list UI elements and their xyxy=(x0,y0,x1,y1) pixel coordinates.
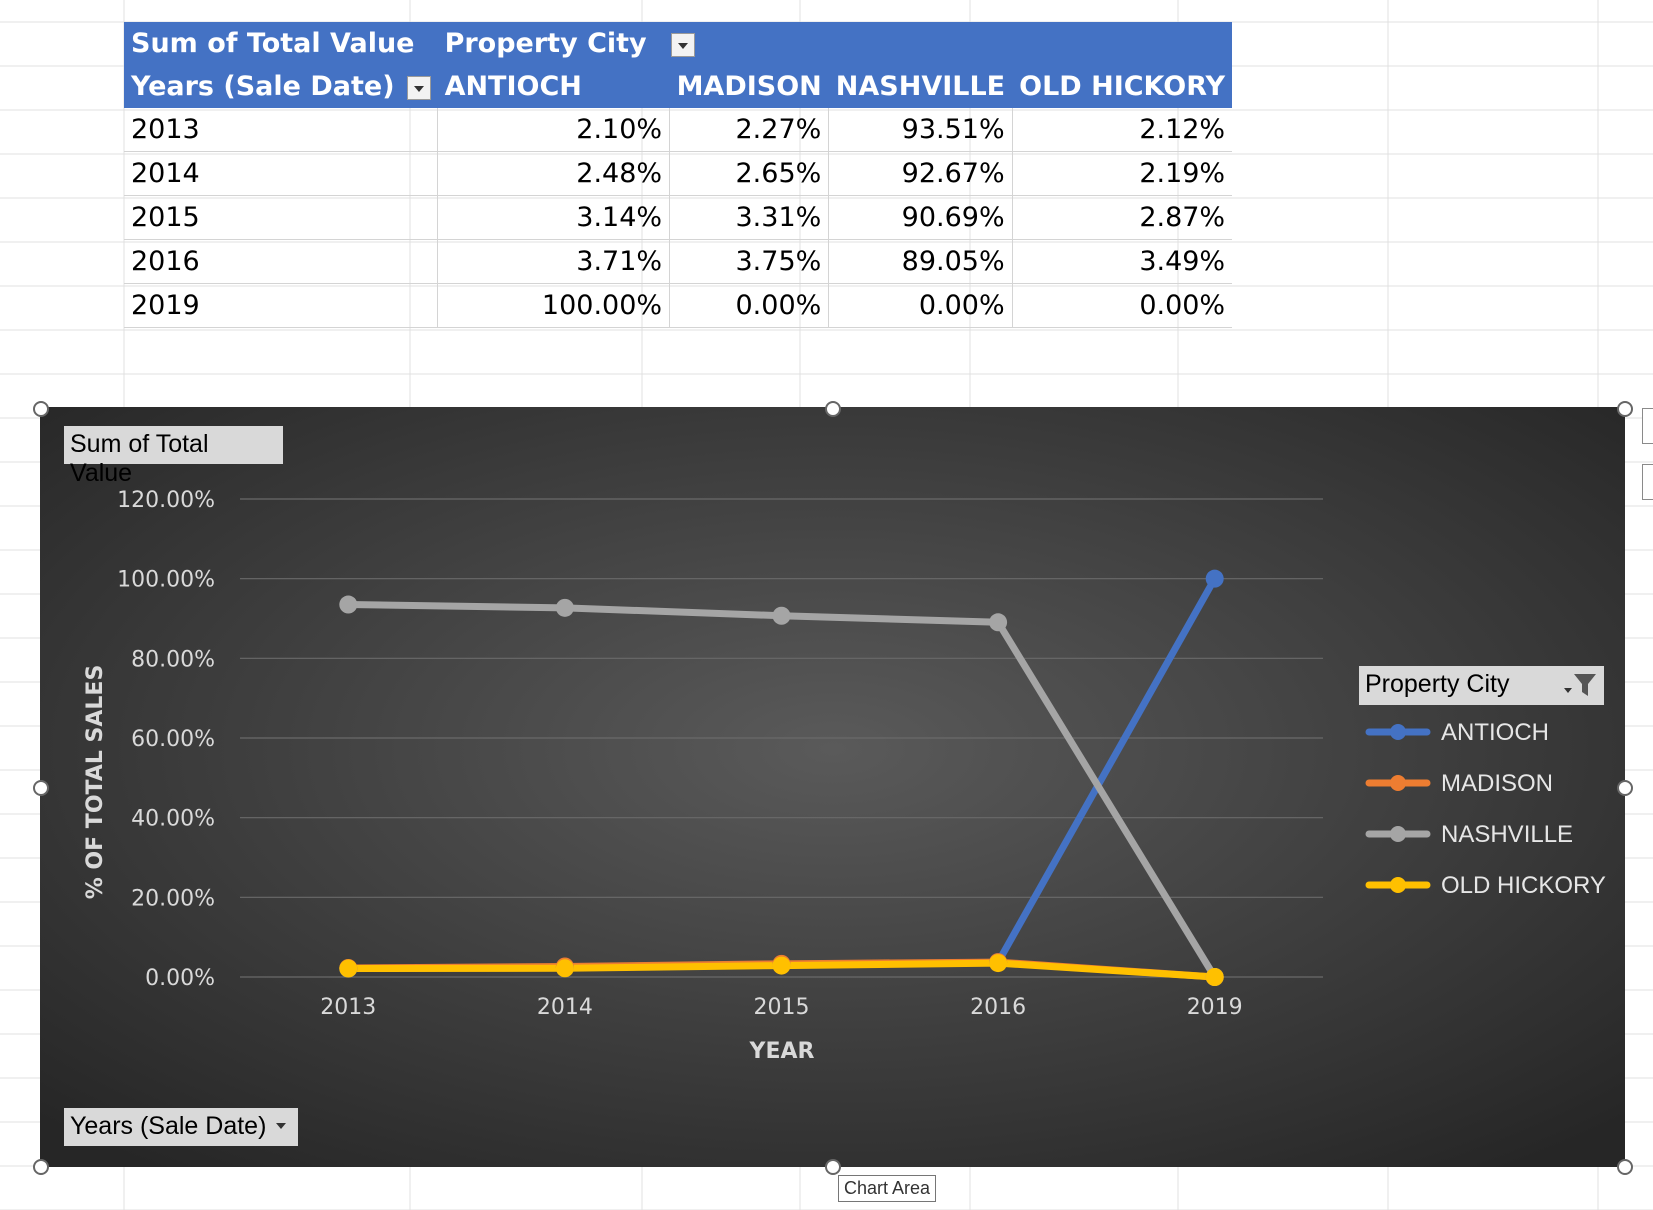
cell-value[interactable]: 0.00% xyxy=(828,283,1013,328)
cell-value[interactable]: 93.51% xyxy=(828,108,1013,152)
data-point-nashville xyxy=(339,595,358,614)
y-tick-label: 20.00% xyxy=(131,886,215,911)
resize-handle[interactable] xyxy=(33,780,49,796)
legend-marker-madison xyxy=(1390,775,1406,791)
table-row: 2016 3.71% 3.75% 89.05% 3.49% xyxy=(124,239,1233,284)
column-header-nashville: NASHVILLE xyxy=(828,65,1013,108)
cell-value[interactable]: 3.49% xyxy=(1011,239,1233,284)
legend-label-madison: MADISON xyxy=(1441,770,1553,797)
resize-handle[interactable] xyxy=(1617,1159,1633,1175)
row-year[interactable]: 2014 xyxy=(124,151,438,196)
cell-value[interactable]: 3.31% xyxy=(669,195,829,240)
cell-value[interactable]: 2.65% xyxy=(669,151,829,196)
column-header-antioch: ANTIOCH xyxy=(437,65,670,108)
axis-dropdown-icon[interactable] xyxy=(276,1123,286,1129)
cell-value[interactable]: 92.67% xyxy=(828,151,1013,196)
pivot-table: Sum of Total Value Property City Years (… xyxy=(124,22,1233,328)
cell-value[interactable]: 0.00% xyxy=(1011,283,1233,328)
legend-marker-antioch xyxy=(1390,724,1406,740)
row-year[interactable]: 2015 xyxy=(124,195,438,240)
column-field-header[interactable]: Property City xyxy=(437,22,1233,65)
legend-field-button[interactable]: Property City xyxy=(1359,666,1604,705)
cell-value[interactable]: 2.48% xyxy=(437,151,670,196)
cell-value[interactable]: 89.05% xyxy=(828,239,1013,284)
legend-marker-old-hickory xyxy=(1390,877,1406,893)
chart-area[interactable] xyxy=(40,407,1625,1167)
table-row: 2014 2.48% 2.65% 92.67% 2.19% xyxy=(124,151,1233,196)
cell-value[interactable]: 3.71% xyxy=(437,239,670,284)
row-field-label: Years (Sale Date) xyxy=(131,71,395,102)
y-tick-label: 80.00% xyxy=(131,647,215,672)
column-field-label: Property City xyxy=(444,28,647,59)
x-axis-label: YEAR xyxy=(749,1039,815,1064)
legend-marker-nashville xyxy=(1390,826,1406,842)
chart-area-tooltip: Chart Area xyxy=(838,1175,937,1202)
cell-value[interactable]: 90.69% xyxy=(828,195,1013,240)
cell-value[interactable]: 3.75% xyxy=(669,239,829,284)
axis-field-button[interactable]: Years (Sale Date) xyxy=(64,1108,298,1146)
data-point-old-hickory xyxy=(989,954,1008,973)
resize-handle[interactable] xyxy=(1617,780,1633,796)
data-point-nashville xyxy=(772,606,791,625)
legend-field-label: Property City xyxy=(1365,670,1510,698)
cell-value[interactable]: 0.00% xyxy=(669,283,829,328)
table-row: 2015 3.14% 3.31% 90.69% 2.87% xyxy=(124,195,1233,240)
legend-label-antioch: ANTIOCH xyxy=(1441,719,1549,746)
x-tick-label: 2016 xyxy=(970,995,1026,1020)
column-header-old-hickory: OLD HICKORY xyxy=(1012,65,1233,108)
cell-value[interactable]: 2.87% xyxy=(1011,195,1233,240)
y-tick-label: 120.00% xyxy=(117,488,215,513)
y-tick-label: 40.00% xyxy=(131,807,215,832)
data-point-antioch xyxy=(1205,569,1224,588)
data-point-old-hickory xyxy=(555,959,574,978)
x-tick-label: 2019 xyxy=(1187,995,1243,1020)
data-point-old-hickory xyxy=(1205,968,1224,986)
x-tick-label: 2014 xyxy=(537,995,593,1020)
row-dropdown-icon[interactable] xyxy=(406,75,431,100)
resize-handle[interactable] xyxy=(825,401,841,417)
x-tick-label: 2013 xyxy=(320,995,376,1020)
chart-styles-button[interactable] xyxy=(1642,464,1653,500)
y-tick-label: 0.00% xyxy=(145,966,215,991)
y-tick-label: 100.00% xyxy=(117,568,215,593)
cell-value[interactable]: 2.10% xyxy=(437,108,670,152)
cell-value[interactable]: 2.27% xyxy=(669,108,829,152)
cell-value[interactable]: 3.14% xyxy=(437,195,670,240)
pivot-chart[interactable]: 0.00% 20.00% 40.00% 60.00% 80.00% 100.00% 120.… xyxy=(40,407,1625,1167)
table-row: 2013 2.10% 2.27% 93.51% 2.12% xyxy=(124,108,1233,152)
filter-dropdown-icon[interactable] xyxy=(670,32,695,57)
y-tick-label: 60.00% xyxy=(131,727,215,752)
resize-handle[interactable] xyxy=(33,1159,49,1175)
legend-label-nashville: NASHVILLE xyxy=(1441,821,1573,848)
row-year[interactable]: 2016 xyxy=(124,239,438,284)
legend-label-old-hickory: OLD HICKORY xyxy=(1441,872,1606,899)
data-point-nashville xyxy=(989,613,1008,632)
value-field-button[interactable]: Sum of Total Value xyxy=(64,426,283,487)
table-row: 2019 100.00% 0.00% 0.00% 0.00% xyxy=(124,283,1233,328)
row-year[interactable]: 2013 xyxy=(124,108,438,152)
pivot-corner-label: Sum of Total Value xyxy=(124,22,438,65)
data-point-old-hickory xyxy=(772,956,791,975)
data-point-nashville xyxy=(555,598,574,617)
data-point-old-hickory xyxy=(339,959,358,978)
x-tick-label: 2015 xyxy=(754,995,810,1020)
column-header-madison: MADISON xyxy=(669,65,829,108)
axis-field-label: Years (Sale Date) xyxy=(70,1112,267,1140)
resize-handle[interactable] xyxy=(33,401,49,417)
cell-value[interactable]: 2.12% xyxy=(1011,108,1233,152)
filter-icon[interactable] xyxy=(1560,670,1600,700)
y-axis-label: % OF TOTAL SALES xyxy=(83,665,108,900)
chart-elements-button[interactable] xyxy=(1642,408,1653,444)
row-year[interactable]: 2019 xyxy=(124,283,438,328)
resize-handle[interactable] xyxy=(825,1159,841,1175)
row-field-header[interactable]: Years (Sale Date) xyxy=(124,65,438,108)
cell-value[interactable]: 100.00% xyxy=(437,283,670,328)
resize-handle[interactable] xyxy=(1617,401,1633,417)
cell-value[interactable]: 2.19% xyxy=(1011,151,1233,196)
